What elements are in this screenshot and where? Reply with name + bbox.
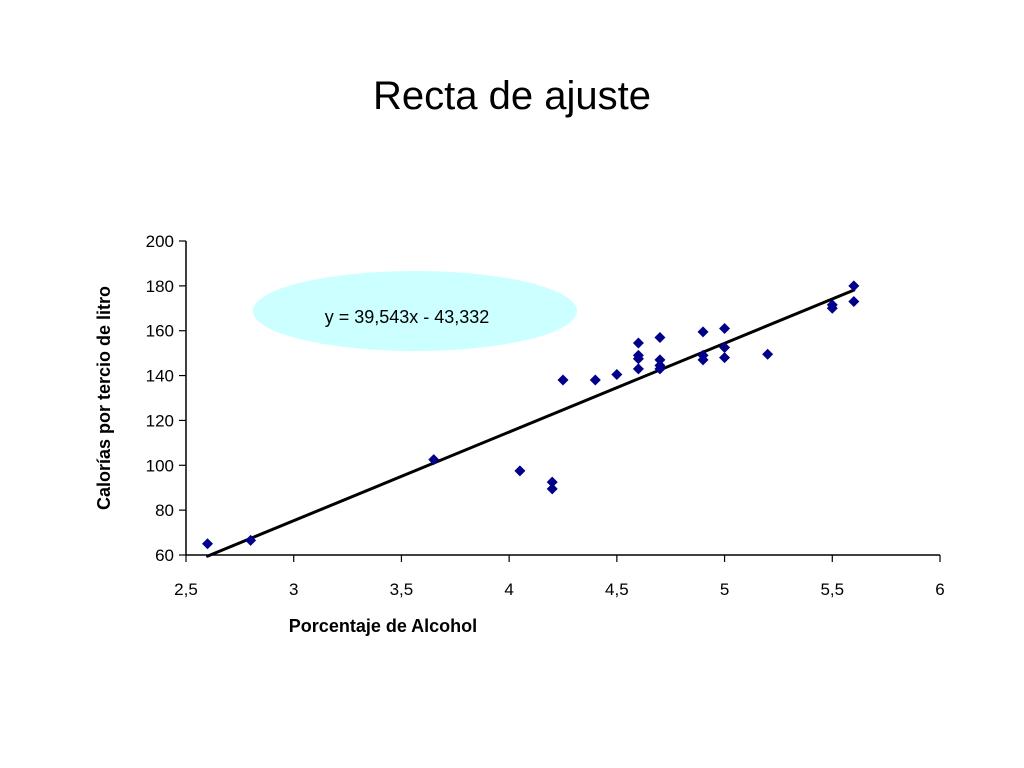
- y-axis-title: Calorías por tercio de litro: [94, 286, 114, 510]
- data-point: [697, 354, 709, 366]
- data-point: [589, 374, 601, 386]
- y-tick-label: 200: [146, 232, 174, 251]
- data-point: [719, 322, 731, 334]
- slide-title: Recta de ajuste: [373, 74, 651, 118]
- x-tick-label: 5: [720, 580, 729, 599]
- y-tick-label: 60: [155, 546, 174, 565]
- axes: 60 80 100 120 140 160 180 200 2,5 3 3,5 4 4,5 5 5,5 6: [146, 232, 945, 599]
- data-point: [202, 538, 214, 550]
- data-point: [719, 342, 731, 354]
- y-tick-label: 160: [146, 322, 174, 341]
- x-tick-label: 5,5: [820, 580, 844, 599]
- data-point: [245, 534, 257, 546]
- data-point: [654, 363, 666, 375]
- trendline: [206, 288, 856, 558]
- equation-bubble: [253, 271, 577, 351]
- data-point: [654, 354, 666, 366]
- x-axis-title: Porcentaje de Alcohol: [289, 616, 477, 636]
- data-point: [557, 374, 569, 386]
- data-point: [762, 348, 774, 360]
- y-tick-label: 80: [155, 501, 174, 520]
- data-point: [632, 363, 644, 375]
- data-point: [632, 353, 644, 365]
- data-point: [611, 368, 623, 380]
- data-point: [546, 476, 558, 488]
- x-tick-label: 6: [935, 580, 944, 599]
- data-point: [826, 302, 838, 314]
- trendline-layer: [206, 288, 856, 558]
- x-tick-label: 2,5: [174, 580, 198, 599]
- x-tick-label: 3: [289, 580, 298, 599]
- data-point: [514, 465, 526, 477]
- equation-annotation: y = 39,543x - 43,332: [253, 271, 577, 351]
- data-point: [654, 331, 666, 343]
- y-tick-label: 180: [146, 277, 174, 296]
- x-tick-label: 4,5: [605, 580, 629, 599]
- data-point: [632, 337, 644, 349]
- data-point: [848, 280, 860, 292]
- equation-label: y = 39,543x - 43,332: [325, 307, 490, 327]
- y-tick-label: 120: [146, 411, 174, 430]
- data-point: [546, 483, 558, 495]
- data-point: [428, 454, 440, 466]
- y-tick-label: 100: [146, 456, 174, 475]
- x-tick-label: 3,5: [390, 580, 414, 599]
- x-tick-label: 4: [504, 580, 513, 599]
- points-layer: [202, 280, 860, 550]
- data-point: [848, 296, 860, 308]
- y-tick-label: 140: [146, 367, 174, 386]
- data-point: [719, 352, 731, 364]
- data-point: [697, 326, 709, 338]
